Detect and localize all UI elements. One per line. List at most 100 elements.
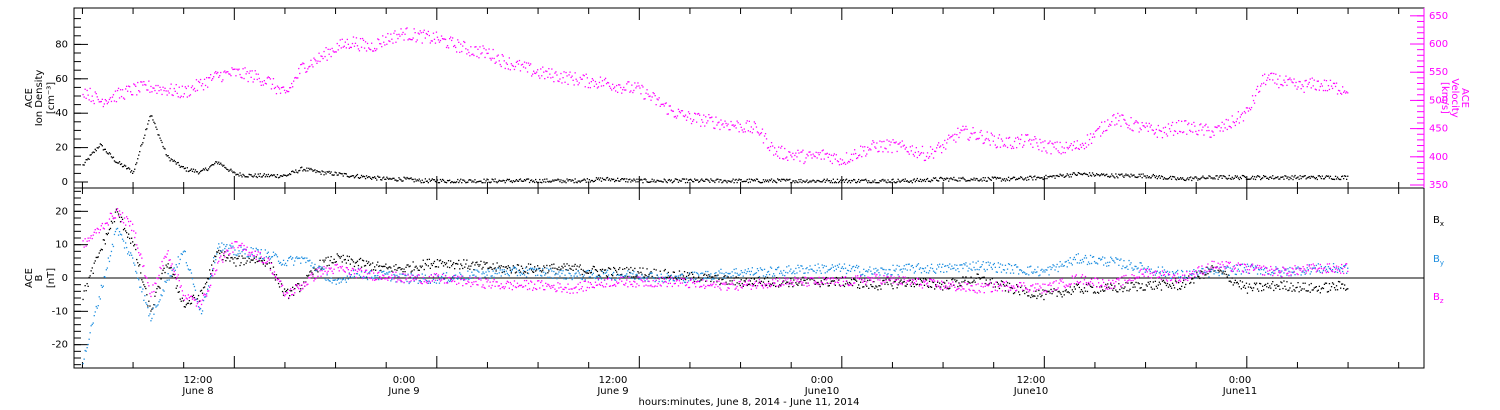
by-point: [1012, 272, 1015, 274]
bx-point: [424, 262, 426, 265]
velocity-point: [755, 126, 758, 128]
by-point: [795, 267, 797, 270]
velocity-point: [839, 158, 842, 160]
by-point: [440, 275, 443, 278]
bx-point: [823, 278, 825, 281]
density-point: [1185, 179, 1187, 182]
velocity-point: [213, 76, 215, 78]
by-point: [723, 273, 725, 275]
density-point: [1274, 177, 1276, 180]
bx-point: [1236, 281, 1238, 283]
by-point: [560, 269, 562, 272]
by-point: [85, 350, 87, 352]
by-point: [627, 270, 629, 272]
by-point: [992, 264, 994, 266]
bx-point: [1212, 266, 1214, 268]
bx-point: [332, 262, 334, 264]
by-point: [490, 275, 492, 277]
density-point: [1337, 178, 1340, 180]
by-point: [685, 277, 688, 279]
bx-point: [724, 275, 726, 277]
density-point: [471, 181, 473, 183]
by-point: [711, 279, 713, 281]
density-point: [1318, 175, 1320, 177]
bx-point: [557, 268, 559, 271]
bx-point: [443, 262, 446, 264]
velocity-point: [626, 83, 628, 85]
density-point: [1140, 173, 1142, 175]
bx-point: [636, 275, 638, 277]
bx-point: [1032, 295, 1034, 298]
velocity-point: [1232, 121, 1234, 123]
velocity-point: [485, 49, 487, 51]
density-point: [885, 181, 887, 183]
by-point: [669, 278, 671, 281]
velocity-point: [1113, 114, 1115, 116]
bx-point: [95, 256, 97, 259]
by-point: [566, 269, 568, 271]
density-point: [280, 175, 283, 177]
density-point: [160, 139, 162, 142]
by-point: [714, 272, 716, 275]
by-point: [663, 281, 665, 283]
bx-point: [160, 278, 162, 280]
by-point: [994, 266, 996, 268]
velocity-point: [1322, 89, 1325, 92]
bx-point: [525, 266, 528, 268]
velocity-point: [1152, 129, 1154, 132]
density-point: [208, 168, 210, 170]
by-point: [467, 270, 469, 272]
by-point: [848, 264, 851, 266]
density-point: [628, 179, 630, 181]
by-point: [550, 268, 552, 270]
by-point: [1003, 269, 1006, 271]
by-point: [1019, 269, 1021, 271]
by-point: [1020, 269, 1022, 271]
density-point: [382, 177, 384, 179]
velocity-point: [222, 79, 224, 81]
by-point: [411, 277, 413, 279]
bx-point: [727, 276, 729, 278]
by-point: [715, 272, 717, 274]
by-point: [1054, 269, 1056, 271]
by-point: [1021, 270, 1023, 272]
velocity-point: [1279, 75, 1281, 77]
density-point: [1036, 177, 1038, 179]
bx-point: [534, 266, 536, 268]
density-point: [158, 134, 160, 136]
density-point: [831, 182, 833, 184]
by-point: [947, 264, 949, 267]
by-point: [863, 268, 865, 270]
density-point: [261, 176, 263, 178]
bx-point: [265, 263, 267, 265]
by-point: [129, 254, 131, 256]
density-point: [1173, 176, 1176, 178]
density-point: [404, 177, 406, 179]
bx-point: [909, 279, 911, 281]
velocity-point: [712, 120, 714, 123]
by-point: [577, 269, 579, 272]
bx-point: [1057, 291, 1059, 293]
by-point: [964, 264, 966, 266]
density-point: [1089, 174, 1092, 176]
density-point: [881, 179, 883, 181]
velocity-point: [156, 92, 158, 94]
velocity-point: [164, 87, 166, 89]
bx-point: [395, 264, 397, 266]
velocity-point: [286, 90, 288, 92]
bx-point: [541, 271, 543, 273]
velocity-point: [967, 138, 969, 140]
velocity-point: [656, 98, 658, 100]
velocity-point: [1096, 129, 1098, 131]
bx-point: [113, 221, 116, 223]
by-point: [643, 278, 645, 280]
bx-point: [976, 273, 978, 275]
density-point: [127, 167, 129, 170]
bx-point: [1309, 291, 1311, 293]
velocity-point: [1213, 134, 1215, 136]
bx-point: [628, 268, 630, 270]
by-point: [1002, 269, 1005, 271]
by-point: [844, 267, 847, 269]
density-point: [267, 173, 269, 176]
bx-point: [848, 281, 851, 284]
